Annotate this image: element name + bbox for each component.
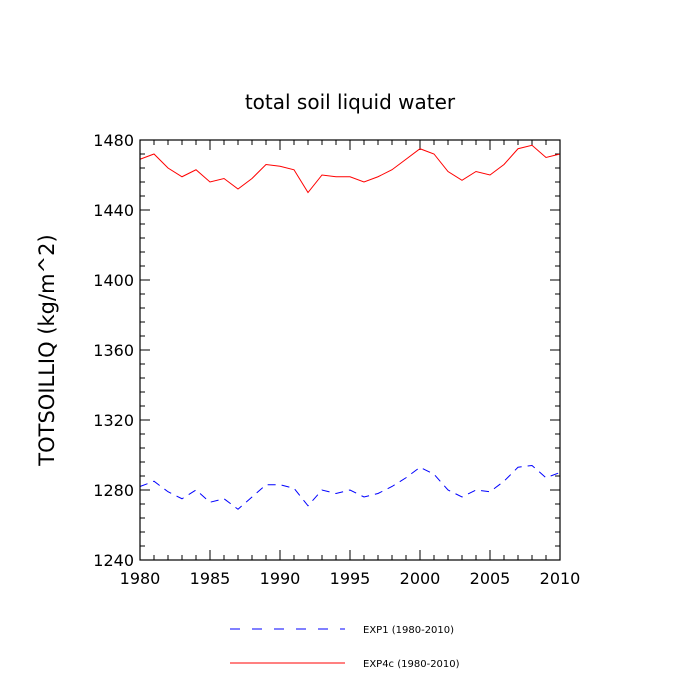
y-tick-label: 1480 [93, 131, 134, 150]
x-tick-label: 2005 [470, 569, 511, 588]
legend: EXP1 (1980-2010) EXP4c (1980-2010) [230, 625, 460, 670]
x-tick-label: 1995 [330, 569, 371, 588]
y-tick-label: 1240 [93, 551, 134, 570]
series-line-2 [139, 144, 561, 194]
legend-label-1: EXP1 (1980-2010) [363, 625, 454, 636]
x-tick-label: 2010 [540, 569, 581, 588]
tick-marks [139, 139, 561, 561]
y-tick-label: 1400 [93, 271, 134, 290]
tick-labels: 1980 1985 1990 1995 2000 2005 2010 1240 1280 1320… [93, 131, 580, 588]
chart-title: total soil liquid water [245, 90, 456, 114]
x-tick-label: 2000 [400, 569, 441, 588]
y-tick-label: 1320 [93, 411, 134, 430]
x-tick-label: 1990 [260, 569, 301, 588]
x-tick-label: 1985 [190, 569, 231, 588]
x-tick-label: 1980 [120, 569, 161, 588]
y-axis-label: TOTSOILLIQ (kg/m^2) [35, 234, 59, 466]
y-tick-label: 1280 [93, 481, 134, 500]
plot-frame [139, 139, 561, 561]
series-lines [139, 144, 561, 510]
y-tick-label: 1440 [93, 201, 134, 220]
legend-label-2: EXP4c (1980-2010) [363, 659, 460, 670]
y-tick-label: 1360 [93, 341, 134, 360]
series-line-1 [139, 464, 561, 510]
